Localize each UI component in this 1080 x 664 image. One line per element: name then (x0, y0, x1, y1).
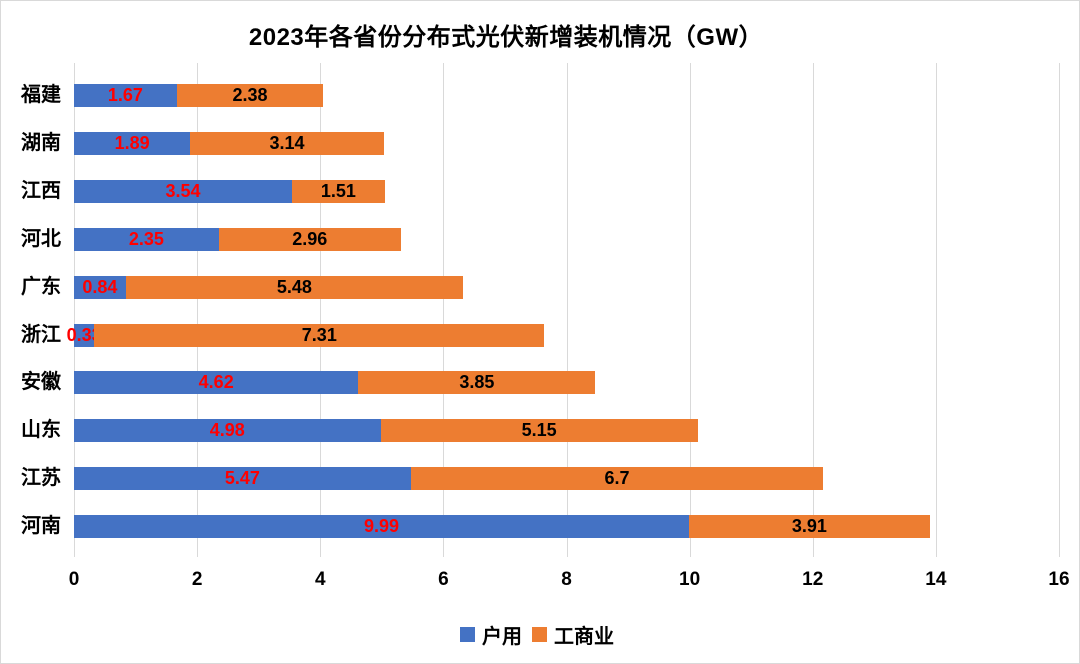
gridline (320, 63, 322, 557)
legend-label-commercial: 工商业 (554, 626, 614, 648)
bar-segment-commercial: 2.38 (176, 84, 324, 107)
bar-segment-commercial: 5.48 (125, 275, 464, 299)
x-tick-label: 14 (925, 569, 947, 590)
bar-segment-residential: 1.89 (74, 131, 191, 155)
value-label: 0.84 (82, 276, 118, 297)
gridline (74, 63, 75, 557)
value-label: 9.99 (363, 516, 400, 537)
bar-row: 浙江 0.33 7.31 (21, 323, 1059, 347)
bar-segment-residential: 4.62 (74, 371, 359, 395)
legend: 户用 工商业 (1, 620, 1073, 649)
value-label: 0.33 (66, 324, 102, 345)
value-label: 4.98 (209, 420, 245, 441)
value-label: 3.54 (165, 180, 201, 201)
category-label: 江苏 (21, 467, 61, 490)
gridline (935, 63, 937, 557)
value-label: 2.96 (292, 228, 328, 249)
value-label: 5.15 (521, 420, 557, 441)
x-tick-label: 4 (314, 569, 326, 590)
legend-label-residential: 户用 (482, 626, 522, 648)
value-label: 2.35 (128, 228, 164, 249)
residential-swatch-icon (460, 627, 475, 642)
category-label: 河南 (21, 515, 61, 538)
category-label: 福建 (21, 84, 61, 106)
bar-row: 江西 3.54 1.51 (21, 179, 1059, 203)
value-label: 1.51 (320, 180, 356, 201)
bar-segment-residential: 1.67 (74, 84, 177, 107)
value-label: 1.67 (107, 85, 143, 105)
category-label: 山东 (21, 419, 61, 442)
gridline (197, 63, 199, 557)
value-label: 3.91 (791, 516, 827, 537)
bar-row: 江苏 5.47 6.7 (21, 467, 1059, 491)
bar-segment-residential: 3.54 (74, 179, 292, 203)
bar-segment-residential: 4.98 (74, 419, 381, 443)
bar-segment-commercial: 3.91 (689, 515, 930, 539)
bar-row: 湖南 1.89 3.14 (21, 131, 1059, 155)
x-tick-label: 16 (1048, 569, 1070, 590)
gridline (566, 63, 568, 557)
legend-item-commercial: 工商业 (532, 620, 614, 649)
category-label: 广东 (21, 275, 61, 298)
x-tick-label: 10 (679, 569, 701, 590)
x-tick-label: 6 (438, 569, 449, 590)
legend-item-residential: 户用 (460, 620, 522, 649)
bar-segment-commercial: 1.51 (291, 179, 385, 203)
bar-row: 河北 2.35 2.96 (21, 227, 1059, 251)
category-label: 湖南 (21, 131, 61, 154)
bar-segment-commercial: 2.96 (218, 227, 401, 251)
value-label: 1.89 (114, 132, 150, 153)
category-label: 河北 (21, 227, 61, 250)
gridline (1059, 63, 1060, 557)
x-tick-label: 8 (561, 569, 572, 590)
gridline (689, 63, 691, 557)
bar-segment-commercial: 7.31 (94, 323, 545, 347)
chart-title: 2023年各省份分布式光伏新增装机情况（GW） (248, 24, 764, 51)
bar-segment-residential: 9.99 (74, 515, 689, 539)
bar-row: 河南 9.99 3.91 (21, 515, 1059, 539)
value-label: 3.14 (269, 132, 305, 153)
x-tick-label: 2 (191, 569, 203, 590)
bar-row: 福建 1.67 2.38 (21, 84, 1059, 107)
value-label: 6.7 (604, 468, 630, 489)
category-label: 安徽 (21, 371, 61, 394)
value-label: 4.62 (198, 372, 234, 393)
gridline (812, 63, 814, 557)
value-label: 2.38 (232, 85, 268, 105)
bar-segment-commercial: 5.15 (380, 419, 698, 443)
bar-segment-residential: 0.33 (67, 323, 102, 347)
bar-segment-residential: 5.47 (74, 467, 411, 491)
bar-row: 安徽 4.62 3.85 (21, 371, 1059, 395)
bar-segment-commercial: 3.85 (358, 371, 596, 395)
category-label: 江西 (21, 179, 61, 202)
value-label: 5.47 (224, 468, 260, 489)
bar-segment-commercial: 6.7 (410, 467, 824, 491)
commercial-swatch-icon (532, 627, 547, 642)
value-label: 5.48 (276, 276, 312, 297)
gridline (443, 63, 445, 557)
bar-row: 山东 4.98 5.15 (21, 419, 1059, 443)
bar-row: 广东 0.84 5.48 (21, 275, 1059, 299)
x-tick-label: 12 (802, 569, 824, 590)
x-tick-label: 0 (68, 569, 80, 590)
bar-segment-commercial: 3.14 (190, 131, 384, 155)
bar-segment-residential: 2.35 (74, 227, 219, 251)
category-label: 浙江 (21, 323, 61, 346)
bar-segment-residential: 0.84 (74, 275, 126, 299)
value-label: 7.31 (301, 324, 337, 345)
plot-area: 0 2 4 6 8 10 12 14 16 福建 1.67 2.38 湖南 1.89 3.14 江西 3.54 1… (21, 63, 1070, 590)
value-label: 3.85 (459, 372, 495, 393)
